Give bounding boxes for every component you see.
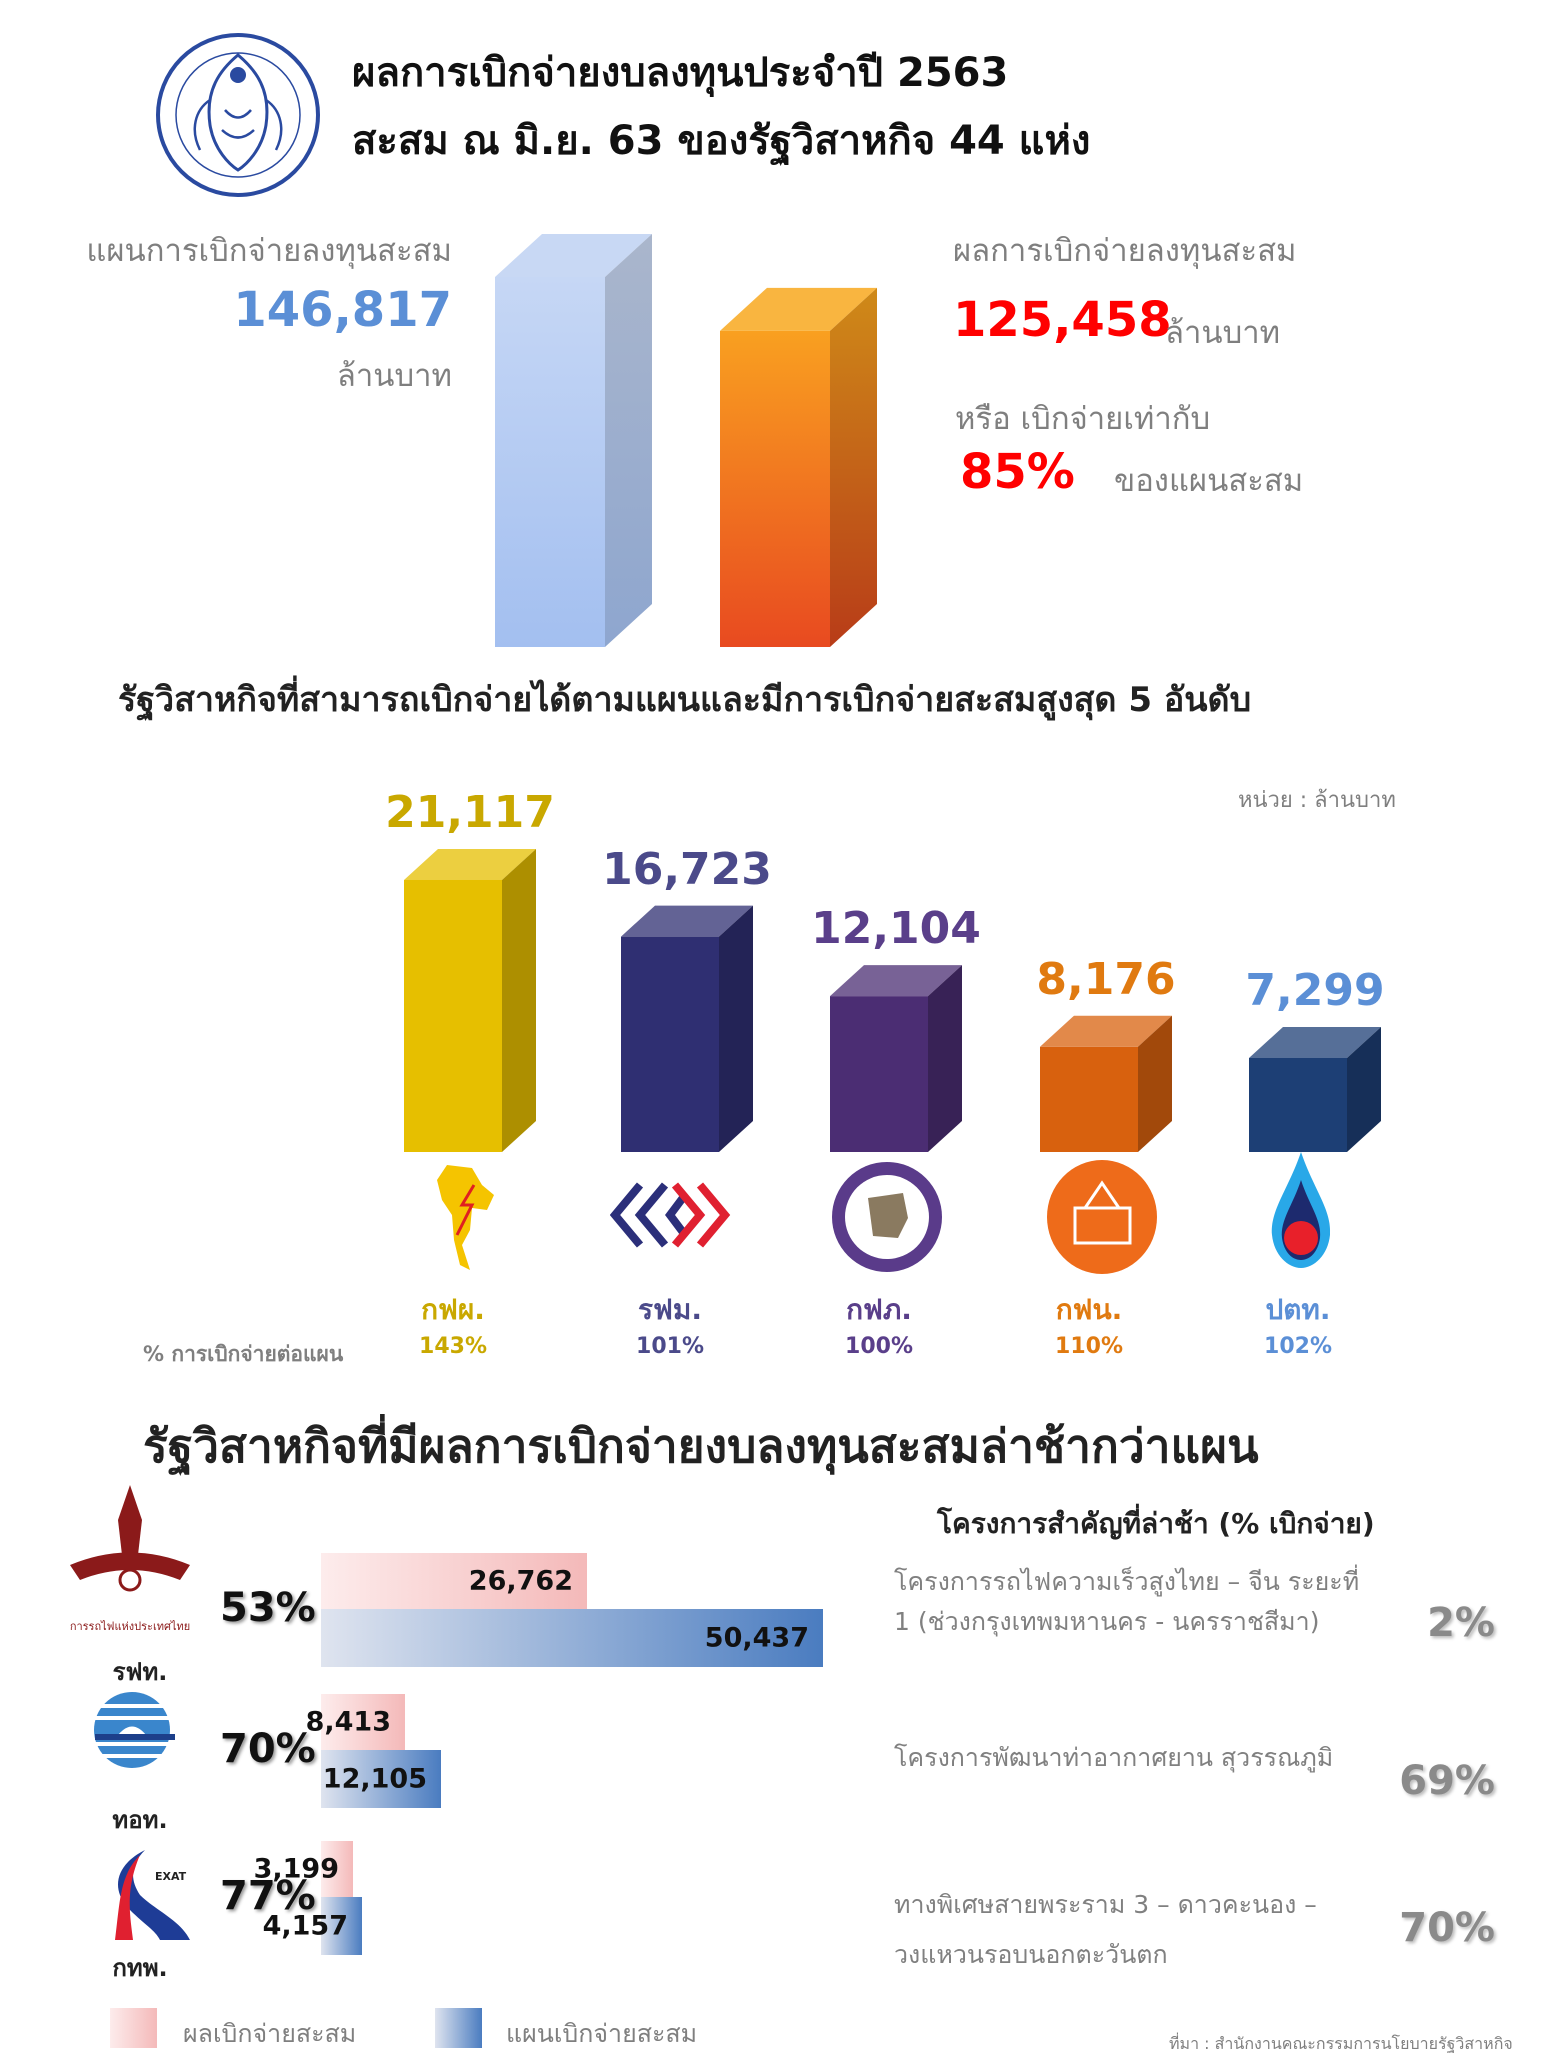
plan-bar: 4,157 <box>263 1897 362 1955</box>
actual-label: ผลการเบิกจ่ายลงทุนสะสม <box>953 233 1297 269</box>
plan-bar: 12,105 <box>321 1750 441 1808</box>
mrta-chevrons-icon <box>609 1180 750 1254</box>
top5-pct-of-plan: 102% <box>1264 1334 1332 1359</box>
top5-org-name: กฟผ. <box>421 1293 485 1326</box>
plan-value: 146,817 <box>233 282 452 338</box>
top5-value-label: 12,104 <box>811 903 981 955</box>
actual-total-bar-front <box>720 330 830 647</box>
actual-total-bar-top <box>720 287 877 331</box>
legend-label-actual: ผลเบิกจ่ายสะสม <box>183 2019 357 2048</box>
srt-railway-logo-icon: การรถไฟแห่งประเทศไทย <box>60 1480 200 1644</box>
svg-text:EXAT: EXAT <box>155 1870 187 1883</box>
top5-bar-3-side <box>1138 1015 1172 1152</box>
top5-bar-4-top <box>1249 1026 1381 1058</box>
top5-bar-3-top <box>1040 1015 1172 1047</box>
top5-bar-4-side <box>1347 1026 1381 1152</box>
delayed-org-name: ทอท. <box>112 1806 168 1834</box>
actual-total-bar-side <box>830 287 877 647</box>
delayed-project-name: โครงการพัฒนาท่าอากาศยาน สุวรรณภูมิ <box>894 1743 1334 1772</box>
delayed-pct: 53% <box>220 1585 316 1631</box>
top5-bar-4-front <box>1249 1057 1347 1152</box>
ratio-suffix: ของแผนสะสม <box>1114 463 1304 499</box>
plan-bar-value: 50,437 <box>704 1622 809 1654</box>
egat-thailand-map-icon <box>432 1160 502 1279</box>
top5-bar-2-side <box>928 965 962 1152</box>
svg-text:การรถไฟแห่งประเทศไทย: การรถไฟแห่งประเทศไทย <box>70 1620 190 1633</box>
ratio-label: หรือ เบิกจ่ายเท่ากับ <box>955 401 1211 437</box>
legend-swatch-plan <box>435 2008 482 2048</box>
actual-bar-value: 3,199 <box>253 1853 339 1885</box>
top5-org-name: รฟม. <box>638 1293 702 1326</box>
legend-swatch-actual <box>110 2008 157 2048</box>
top5-value-label: 7,299 <box>1245 964 1385 1016</box>
source-note: ที่มา : สำนักงานคณะกรรมการนโยบายรัฐวิสาห… <box>1169 2034 1513 2053</box>
delayed-pct: 77% <box>220 1873 316 1919</box>
top5-org-name: กฟภ. <box>846 1293 912 1326</box>
actual-bar-value: 26,762 <box>468 1565 573 1597</box>
actual-bar-value: 8,413 <box>305 1706 391 1738</box>
delayed-project-name: ทางพิเศษสายพระราม 3 – ดาวคะนอง – วงแหวนร… <box>894 1890 1317 1969</box>
ratio-value: 85% <box>960 444 1075 500</box>
legend-label-plan: แผนเบิกจ่ายสะสม <box>506 2019 698 2048</box>
delayed-org-name: กทพ. <box>112 1954 168 1982</box>
ptt-flame-icon <box>1268 1150 1334 1274</box>
top5-bar-0-top <box>404 849 536 880</box>
top5-value-label: 8,176 <box>1036 953 1176 1005</box>
page-title-line2: สะสม ณ มิ.ย. 63 ของรัฐวิสาหกิจ 44 แห่ง <box>352 118 1091 164</box>
pct-row-label: % การเบิกจ่ายต่อแผน <box>143 1342 344 1366</box>
top5-unit: หน่วย : ล้านบาท <box>1238 788 1396 813</box>
delayed-project-pct: 69% <box>1399 1758 1495 1804</box>
top5-bar-1-side <box>719 905 753 1152</box>
mea-seal-icon <box>1045 1158 1160 1280</box>
top5-bar-3-front <box>1040 1046 1138 1152</box>
exat-expressway-logo-icon: EXAT <box>95 1845 195 1949</box>
actual-value: 125,458 <box>953 292 1172 348</box>
actual-bar: 8,413 <box>306 1694 405 1750</box>
plan-total-bar-front <box>495 277 605 647</box>
top5-pct-of-plan: 143% <box>419 1334 487 1359</box>
top5-value-label: 16,723 <box>602 843 772 895</box>
top5-heading: รัฐวิสาหกิจที่สามารถเบิกจ่ายได้ตามแผนและ… <box>118 680 1252 720</box>
top5-bar-0-side <box>502 849 536 1152</box>
plan-bar-value: 4,157 <box>262 1910 348 1942</box>
pea-seal-icon <box>828 1158 946 1280</box>
plan-unit: ล้านบาท <box>336 358 452 394</box>
delayed-org-name: รฟท. <box>112 1658 168 1686</box>
page-title-line1: ผลการเบิกจ่ายงบลงทุนประจำปี 2563 <box>352 50 1009 96</box>
delayed-project-pct: 70% <box>1399 1905 1495 1951</box>
sepo-logo <box>150 30 326 204</box>
actual-bar: 26,762 <box>321 1553 587 1609</box>
delayed-pct: 70% <box>220 1726 316 1772</box>
top5-bar-1-front <box>621 936 719 1152</box>
plan-label: แผนการเบิกจ่ายลงทุนสะสม <box>86 233 452 269</box>
top5-bar-0-front <box>404 880 502 1152</box>
top5-pct-of-plan: 100% <box>845 1334 913 1359</box>
top5-bar-1-top <box>621 905 753 937</box>
actual-unit: ล้านบาท <box>1165 315 1281 351</box>
plan-bar: 50,437 <box>321 1609 823 1667</box>
top5-bar-2-front <box>830 996 928 1152</box>
actual-bar: 3,199 <box>254 1841 353 1897</box>
plan-total-bar-top <box>495 234 652 277</box>
sepo-garuda-seal-icon <box>156 33 320 197</box>
top5-org-name: ปตท. <box>1265 1293 1331 1326</box>
projects-heading: โครงการสำคัญที่ล่าช้า (% เบิกจ่าย) <box>937 1507 1375 1540</box>
top5-pct-of-plan: 110% <box>1055 1334 1123 1359</box>
delayed-project-pct: 2% <box>1427 1600 1495 1646</box>
top5-value-label: 21,117 <box>385 787 555 838</box>
top5-pct-of-plan: 101% <box>636 1334 704 1359</box>
delayed-project-name: โครงการรถไฟความเร็วสูงไทย – จีน ระยะที่ … <box>894 1567 1360 1636</box>
aot-airports-logo-icon <box>90 1690 180 1774</box>
top5-bar-2-top <box>830 965 962 997</box>
top5-org-name: กฟน. <box>1055 1293 1123 1326</box>
plan-total-bar-side <box>605 234 652 647</box>
delayed-heading: รัฐวิสาหกิจที่มีผลการเบิกจ่ายงบลงทุนสะสม… <box>143 1419 1259 1473</box>
plan-bar-value: 12,105 <box>322 1763 427 1795</box>
